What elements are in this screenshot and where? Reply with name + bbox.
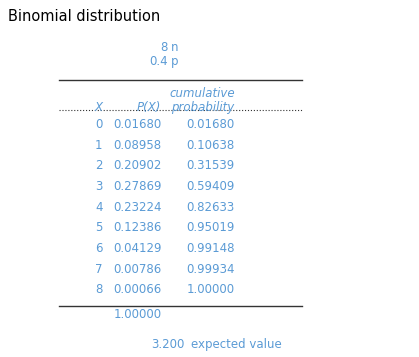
Text: p: p <box>171 55 178 68</box>
Text: 0.01680: 0.01680 <box>186 118 235 131</box>
Text: X: X <box>95 101 103 114</box>
Text: 8: 8 <box>160 41 168 54</box>
Text: 0.95019: 0.95019 <box>186 221 235 234</box>
Text: 6: 6 <box>95 242 103 255</box>
Text: 2: 2 <box>95 159 103 172</box>
Text: 0.04129: 0.04129 <box>113 242 161 255</box>
Text: 1.00000: 1.00000 <box>113 308 161 321</box>
Text: 0.59409: 0.59409 <box>186 180 235 193</box>
Text: 0.10638: 0.10638 <box>186 139 235 151</box>
Text: 1.00000: 1.00000 <box>186 283 235 296</box>
Text: 0.01680: 0.01680 <box>113 118 161 131</box>
Text: probability: probability <box>171 101 235 114</box>
Text: 0.99934: 0.99934 <box>186 263 235 276</box>
Text: 8: 8 <box>95 283 103 296</box>
Text: n: n <box>171 41 178 54</box>
Text: 7: 7 <box>95 263 103 276</box>
Text: 5: 5 <box>95 221 103 234</box>
Text: 0.12386: 0.12386 <box>113 221 161 234</box>
Text: P(X): P(X) <box>137 101 161 114</box>
Text: cumulative: cumulative <box>169 87 235 100</box>
Text: 0.27869: 0.27869 <box>113 180 161 193</box>
Text: 0.20902: 0.20902 <box>113 159 161 172</box>
Text: 3.200: 3.200 <box>151 338 184 351</box>
Text: 0: 0 <box>95 118 103 131</box>
Text: 0.00066: 0.00066 <box>113 283 161 296</box>
Text: Binomial distribution: Binomial distribution <box>8 9 160 24</box>
Text: 4: 4 <box>95 201 103 213</box>
Text: expected value: expected value <box>191 338 282 351</box>
Text: 1: 1 <box>95 139 103 151</box>
Text: 0.31539: 0.31539 <box>186 159 235 172</box>
Text: 0.00786: 0.00786 <box>113 263 161 276</box>
Text: 0.23224: 0.23224 <box>113 201 161 213</box>
Text: 0.82633: 0.82633 <box>186 201 235 213</box>
Text: 0.08958: 0.08958 <box>113 139 161 151</box>
Text: 0.99148: 0.99148 <box>186 242 235 255</box>
Text: 0.4: 0.4 <box>149 55 168 68</box>
Text: 3: 3 <box>95 180 103 193</box>
